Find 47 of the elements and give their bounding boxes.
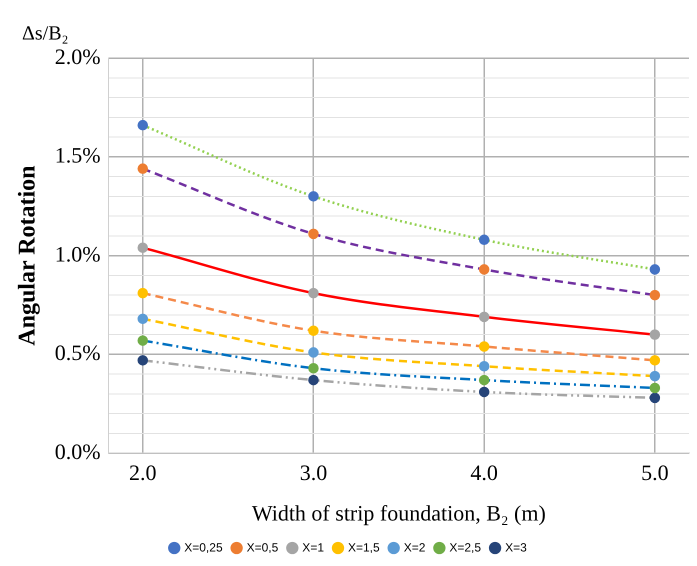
legend-label: X=1,5 [348, 540, 380, 554]
y-tick-label: 0.0% [54, 438, 101, 464]
point [308, 374, 319, 386]
legend-label: X=2 [404, 540, 426, 554]
point [308, 288, 319, 298]
point [650, 382, 660, 394]
point [650, 392, 660, 404]
point [138, 163, 148, 174]
point [138, 242, 148, 253]
point [138, 335, 148, 346]
point [478, 361, 490, 372]
point [138, 288, 148, 298]
x-tick-label: 4.0 [470, 460, 498, 486]
x-tick-label: 5.0 [641, 460, 669, 486]
point [308, 325, 319, 336]
point [308, 191, 319, 202]
point [478, 374, 490, 386]
x-axis-title: Width of strip foundation, B₂ (m) [252, 500, 546, 526]
x-tick-label: 2.0 [129, 460, 157, 486]
y-tick-label: 1.5% [54, 142, 101, 168]
point [650, 329, 660, 340]
legend-label: X=0,25 [184, 540, 223, 554]
point [478, 386, 490, 398]
point [308, 347, 319, 358]
point [650, 264, 660, 275]
point [650, 355, 660, 366]
legend-label: X=3 [505, 540, 528, 554]
legend-label: X=2,5 [449, 540, 482, 554]
point [478, 341, 490, 352]
x-tick-label: 3.0 [300, 460, 328, 486]
point [478, 312, 490, 322]
text: Δs/B₂ [22, 22, 69, 44]
point [478, 264, 490, 275]
point [650, 290, 660, 300]
point [138, 355, 148, 366]
point [138, 120, 148, 130]
y-axis-title: Angular Rotation [14, 165, 41, 346]
point [308, 362, 319, 374]
y-tick-label: 1.0% [54, 241, 101, 266]
legend-label: X=1 [302, 540, 324, 554]
y-tick-label: 0.5% [54, 340, 101, 366]
point [650, 370, 660, 382]
legend-label: X=0,5 [246, 540, 279, 554]
y-tick-label: 2.0% [54, 44, 101, 69]
point [138, 314, 148, 324]
point [478, 234, 490, 246]
point [308, 228, 319, 240]
